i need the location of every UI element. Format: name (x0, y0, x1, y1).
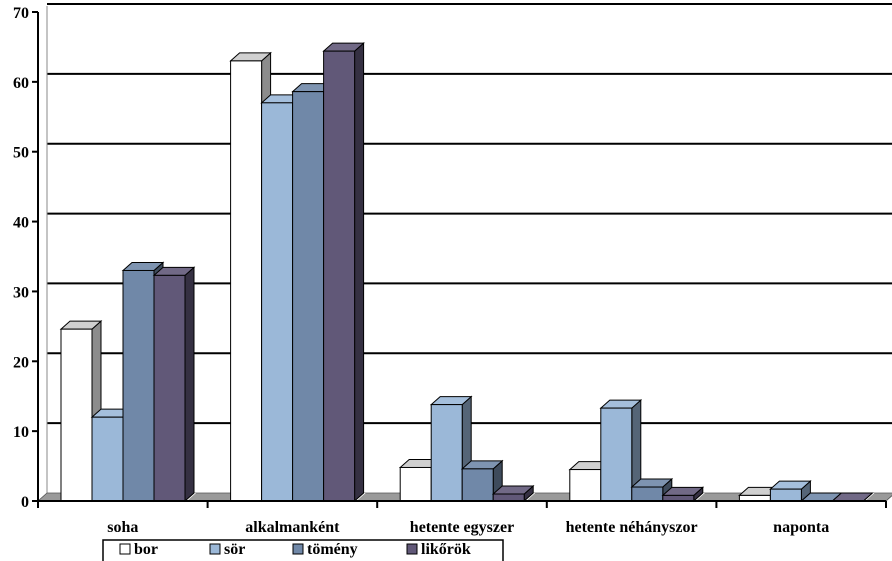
x-tick-label: hetente néhányszor (566, 519, 698, 536)
bar-front (769, 488, 802, 502)
bar-front (430, 404, 463, 502)
y-tick-label: 20 (13, 354, 29, 371)
bar-front (122, 269, 155, 502)
legend: bor sör tömény likőrök (102, 539, 504, 561)
bar (322, 42, 365, 503)
x-axis: soha alkalmanként hetente egyszer hetente n… (37, 500, 887, 536)
bar-front (461, 468, 494, 502)
x-tick-label: alkalmanként (245, 519, 340, 536)
bar-front (91, 416, 124, 502)
bar-front (261, 102, 294, 502)
bar-front (399, 466, 432, 502)
legend-item: likőrök (406, 541, 471, 558)
legend-swatch (209, 543, 221, 555)
bars (59, 42, 875, 503)
bar (769, 480, 812, 503)
y-axis: 0 10 20 30 40 50 60 70 (13, 5, 39, 511)
legend-swatch (119, 543, 131, 555)
bar-front (492, 493, 525, 502)
bar-side (184, 266, 195, 503)
legend-swatch (292, 543, 304, 555)
legend-swatch (406, 543, 418, 555)
y-tick-label: 10 (13, 424, 29, 441)
legend-item: tömény (292, 541, 358, 558)
bar (429, 395, 473, 503)
bar (152, 266, 196, 503)
legend-item: bor (119, 541, 158, 558)
legend-item: sör (209, 541, 245, 558)
legend-label: tömény (307, 541, 358, 558)
legend-label: sör (224, 541, 245, 558)
y-tick-label: 50 (13, 145, 29, 162)
bar-front (600, 407, 633, 502)
bar (661, 486, 705, 503)
legend-label: likőrök (421, 541, 471, 558)
bar-front (292, 91, 325, 502)
bar-side (354, 42, 365, 503)
y-tick-label: 40 (13, 215, 29, 232)
bar-front (60, 328, 93, 502)
bar-front (631, 486, 664, 502)
bar-front (569, 469, 602, 502)
bar (491, 484, 535, 503)
legend-label: bor (134, 541, 158, 558)
bar-front (230, 60, 263, 502)
y-tick-label: 70 (13, 5, 29, 22)
x-tick-label: naponta (773, 519, 829, 536)
bar-front (153, 274, 186, 502)
x-tick-label: soha (107, 519, 138, 536)
bar-front (323, 50, 356, 502)
x-tick-label: hetente egyszer (410, 519, 514, 536)
y-tick-label: 30 (13, 284, 29, 301)
y-tick-label: 60 (13, 75, 29, 92)
y-tick-label: 0 (21, 494, 29, 511)
